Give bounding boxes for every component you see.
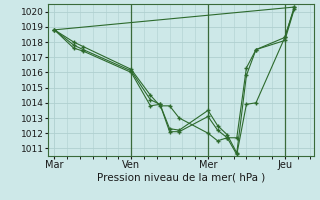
- X-axis label: Pression niveau de la mer( hPa ): Pression niveau de la mer( hPa ): [97, 173, 265, 183]
